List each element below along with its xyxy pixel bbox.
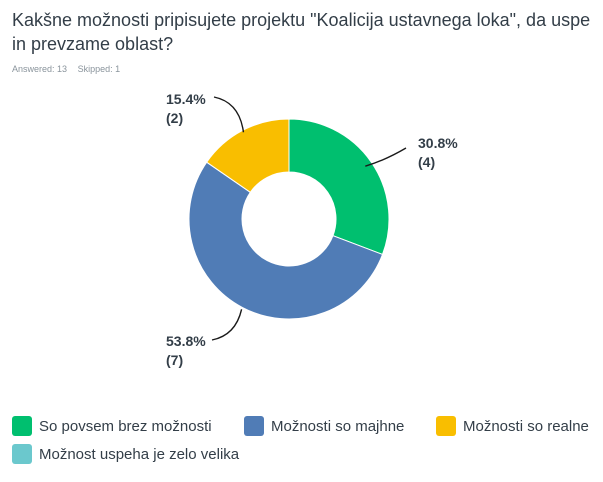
leader-line-0 bbox=[365, 147, 407, 167]
legend-item-1: Možnosti so majhne bbox=[244, 416, 404, 436]
data-label-percent-1: 53.8% bbox=[166, 333, 206, 349]
data-label-count-1: (7) bbox=[166, 352, 183, 368]
legend-swatch-3 bbox=[12, 444, 32, 464]
question-title: Kakšne možnosti pripisujete projektu "Ko… bbox=[12, 10, 591, 54]
legend-item-0: So povsem brez možnosti bbox=[12, 416, 212, 436]
legend-item-3: Možnost uspeha je zelo velika bbox=[12, 444, 239, 464]
legend-item-2: Možnosti so realne bbox=[436, 416, 589, 436]
legend-label-1: Možnosti so majhne bbox=[271, 417, 405, 435]
legend-swatch-0 bbox=[12, 416, 32, 436]
data-label-percent-0: 30.8% bbox=[418, 135, 458, 151]
leader-line-2 bbox=[213, 96, 245, 133]
donut-slice-2 bbox=[206, 118, 290, 193]
skipped-count: Skipped: 1 bbox=[77, 64, 121, 74]
donut-slice-0 bbox=[288, 118, 390, 256]
legend-label-0: So povsem brez možnosti bbox=[39, 417, 212, 435]
legend-swatch-1 bbox=[244, 416, 264, 436]
data-label-count-2: (2) bbox=[166, 110, 183, 126]
legend-label-3: Možnost uspeha je zelo velika bbox=[39, 445, 240, 463]
legend-swatch-2 bbox=[436, 416, 456, 436]
answered-count: Answered: 13 bbox=[12, 64, 68, 74]
data-label-percent-2: 15.4% bbox=[166, 91, 206, 107]
donut-slice-1 bbox=[188, 161, 384, 320]
legend-label-2: Možnosti so realne bbox=[463, 417, 589, 435]
leader-line-1 bbox=[211, 309, 243, 341]
data-label-count-0: (4) bbox=[418, 154, 435, 170]
response-stats: Answered: 13 Skipped: 1 bbox=[12, 64, 128, 74]
donut-chart: 30.8% (4) 53.8% (7) 15.4% (2) bbox=[166, 91, 458, 368]
